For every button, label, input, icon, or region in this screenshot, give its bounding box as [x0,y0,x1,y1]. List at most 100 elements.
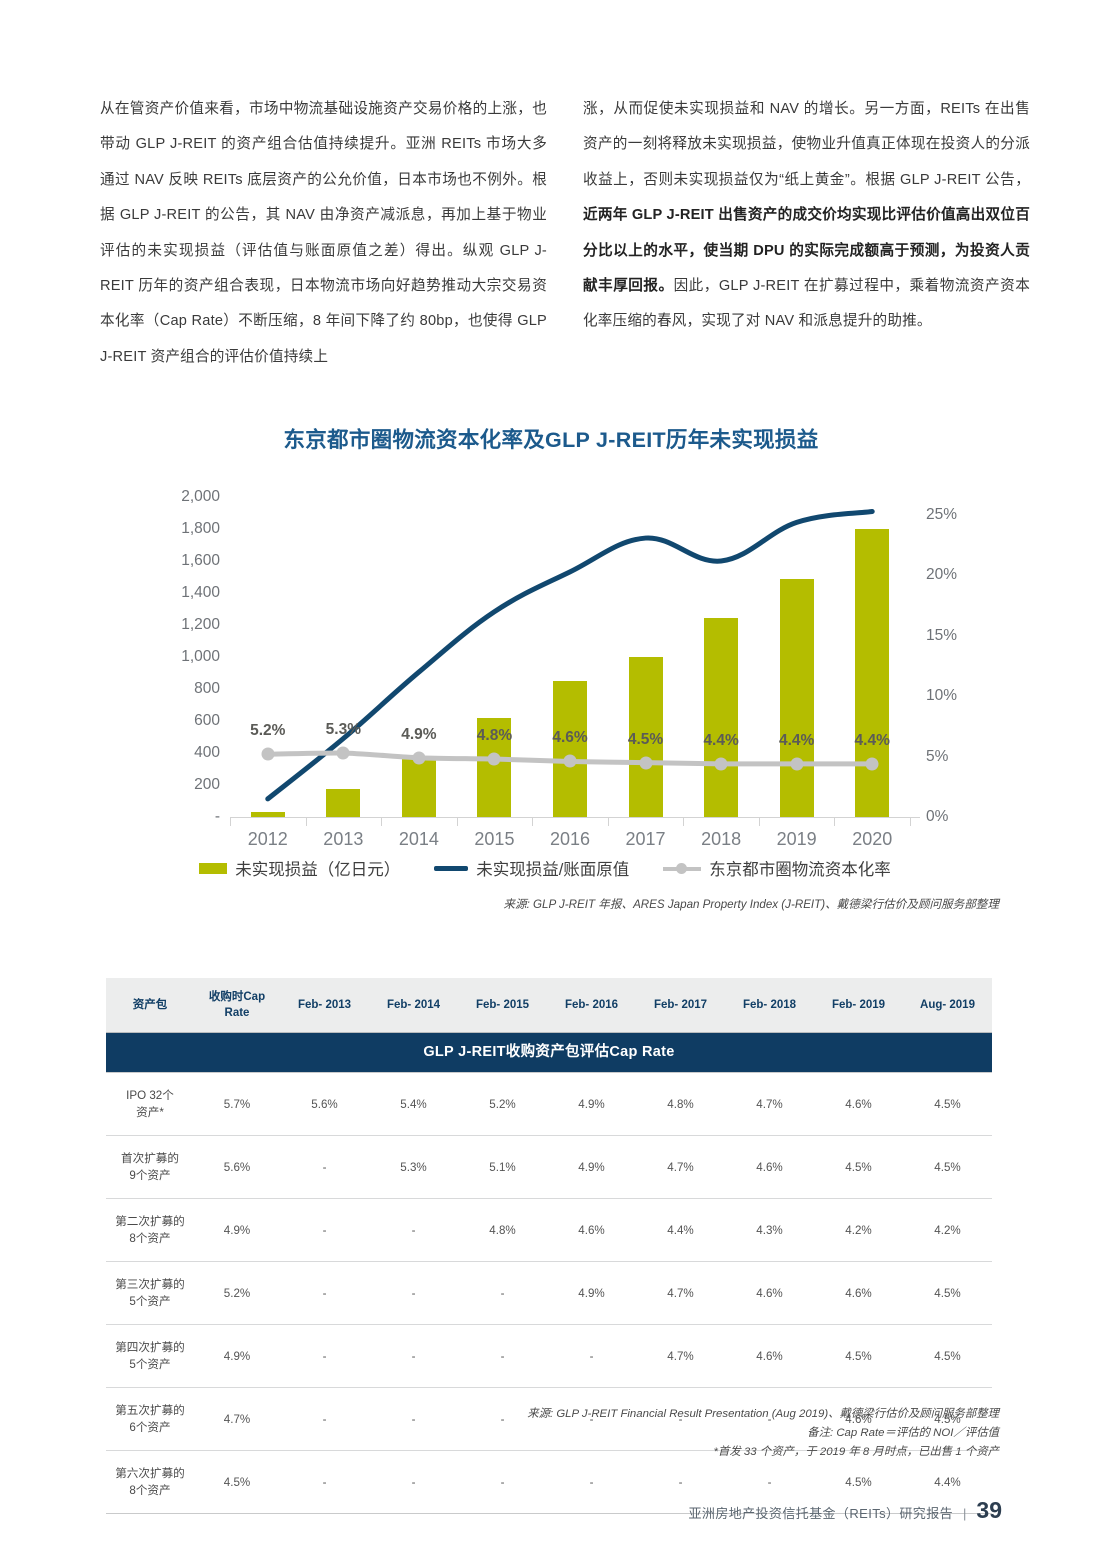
table-cell: 4.6% [725,1261,814,1325]
legend-item-bar: 未实现损益（亿日元） [199,856,400,880]
table-cell: 5.6% [194,1135,280,1199]
marker-line-swatch-icon [663,862,702,874]
table-cell: - [458,1387,547,1451]
body-text-columns: 从在管资产价值来看，市场中物流基础设施资产交易价格的上涨，也带动 GLP J-R… [100,92,1030,375]
table-cell: 4.4% [903,1450,992,1514]
caprate-data-label: 4.6% [552,729,588,747]
table-cell: 5.1% [458,1135,547,1199]
x-axis-tick [381,817,383,826]
legend-label-bar: 未实现损益（亿日元） [235,861,401,879]
y-axis-left-tick: 800 [194,680,220,697]
chart-y-axis-right: 25% 20% 15% 10% 5% 0% [920,485,990,829]
cap-rate-table: GLP J-REIT收购资产包评估Cap Rate 资产包 收购时Cap Rate… [106,978,992,1514]
chart-bar [477,717,512,817]
y-axis-right-tick: 0% [926,808,949,825]
y-axis-right-tick: 25% [926,506,958,524]
table-title-row: GLP J-REIT收购资产包评估Cap Rate [106,1032,992,1073]
table-cell: 4.9% [194,1198,280,1262]
table-source-line: 备注: Cap Rate＝评估的 NOI／评估值 [807,1427,999,1439]
table-cell: - [725,1450,814,1514]
table-row: 第三次扩募的 5个资产 5.2% - - -4.9% 4.7% 4.6% 4.6% 4.5% [106,1261,992,1325]
chart-bar [779,578,814,817]
x-axis-tick [910,817,911,826]
table-cell: - [636,1387,725,1451]
table-column-header: Feb- 2016 [547,978,636,1033]
table-column-header: Feb- 2014 [369,978,458,1033]
footer-separator: | [963,1506,967,1521]
table-cell: - [547,1450,636,1514]
table-cell: 4.6% [725,1324,814,1388]
y-axis-left-tick: 1,400 [181,584,220,601]
x-axis-label: 2013 [323,829,364,849]
left-paragraph: 从在管资产价值来看，市场中物流基础设施资产交易价格的上涨，也带动 GLP J-R… [100,101,547,365]
chart-title: 东京都市圈物流资本化率及GLP J-REIT历年未实现损益 [283,428,819,452]
table-title: GLP J-REIT收购资产包评估Cap Rate [106,1032,992,1073]
table-cell: 4.5% [903,1387,992,1451]
legend-item-gray-line: 东京都市圈物流资本化率 [663,856,891,880]
chart-source-note: 来源: GLP J-REIT 年报、ARES Japan Property In… [503,898,999,911]
caprate-marker [412,751,426,765]
table-cell: 5.7% [194,1072,280,1136]
chart-bar [250,812,285,817]
table-column-header: Feb- 2018 [725,978,814,1033]
x-axis-tick [834,817,836,826]
table-cell: - [280,1135,369,1199]
table-cell: 4.9% [547,1135,636,1199]
caprate-data-label: 4.4% [854,731,890,749]
table-column-header: 收购时Cap Rate [194,978,280,1033]
caprate-data-label: 4.9% [401,725,437,743]
line-swatch-icon [434,865,469,871]
y-axis-right-tick: 5% [926,747,949,765]
table-column-header: 资产包 [106,978,194,1033]
table-cell: 4.5% [814,1450,903,1514]
table-cell: 5.3% [369,1135,458,1199]
chart-overlay: 5.2% 5.3% 4.9% 4.8% 4.6% 4.5% 4.4% 4.4% 4.4% [230,497,910,817]
x-axis-label: 2017 [625,829,666,849]
y-axis-left-tick: 2,000 [181,488,220,505]
table-row: 第四次扩募的 5个资产 4.9% - - - -4.7% 4.6% 4.5% 4.5% [106,1324,992,1388]
table-cell: 4.7% [194,1387,280,1451]
x-axis-tick [607,817,609,826]
y-axis-left-tick: 1,200 [181,616,220,633]
table-row-label: 第五次扩募的 6个资产 [106,1387,194,1451]
bar-swatch-icon [199,862,228,874]
caprate-marker [336,746,350,760]
table-cell: - [458,1261,547,1325]
y-axis-right-tick: 10% [926,687,958,705]
table-cell: 4.7% [725,1072,814,1136]
y-axis-left-tick: 600 [194,712,220,729]
table-cell: 4.5% [903,1261,992,1325]
x-axis-tick [456,817,458,826]
chart-x-ticks [230,817,911,827]
table-row-label: 第六次扩募的 8个资产 [106,1450,194,1514]
x-axis-tick [532,817,534,826]
table-row: 第六次扩募的 8个资产 4.5% - - - - - -4.5% 4.4% [106,1450,992,1514]
caprate-marker [487,752,501,766]
table-cell: 4.3% [725,1198,814,1262]
legend-label-navy-line: 未实现损益/账面原值 [476,861,630,879]
table-cell: 4.9% [547,1261,636,1325]
table-row-label: 首次扩募的 9个资产 [106,1135,194,1199]
table-cell: 4.5% [903,1324,992,1388]
x-axis-tick [230,817,231,826]
y-axis-left-tick: 400 [194,744,220,761]
table-cell: 4.4% [636,1198,725,1262]
chart-legend: 未实现损益（亿日元） 未实现损益/账面原值 东京都市圈物流资本化率 [130,856,960,880]
caprate-data-label: 4.4% [778,731,815,749]
table-cell: 5.2% [458,1072,547,1136]
table-cell: 4.5% [903,1135,992,1199]
table-cell: - [458,1450,547,1514]
table-cell: 4.6% [547,1198,636,1262]
table-cell: - [369,1387,458,1451]
table-cell: - [280,1198,369,1262]
table-cell: - [369,1261,458,1325]
chart-bar [401,759,436,817]
table-row: 第二次扩募的 8个资产 4.9% - -4.8% 4.6% 4.4% 4.3% 4.2% 4.2% [106,1198,992,1262]
table-cell: 4.6% [814,1261,903,1325]
x-axis-tick [683,817,685,826]
caprate-data-label: 4.4% [703,731,739,749]
table-cell: - [636,1450,725,1514]
y-axis-left-tick: - [214,808,220,825]
table-cell: - [458,1324,547,1388]
table-row-label: 第二次扩募的 8个资产 [106,1198,194,1262]
